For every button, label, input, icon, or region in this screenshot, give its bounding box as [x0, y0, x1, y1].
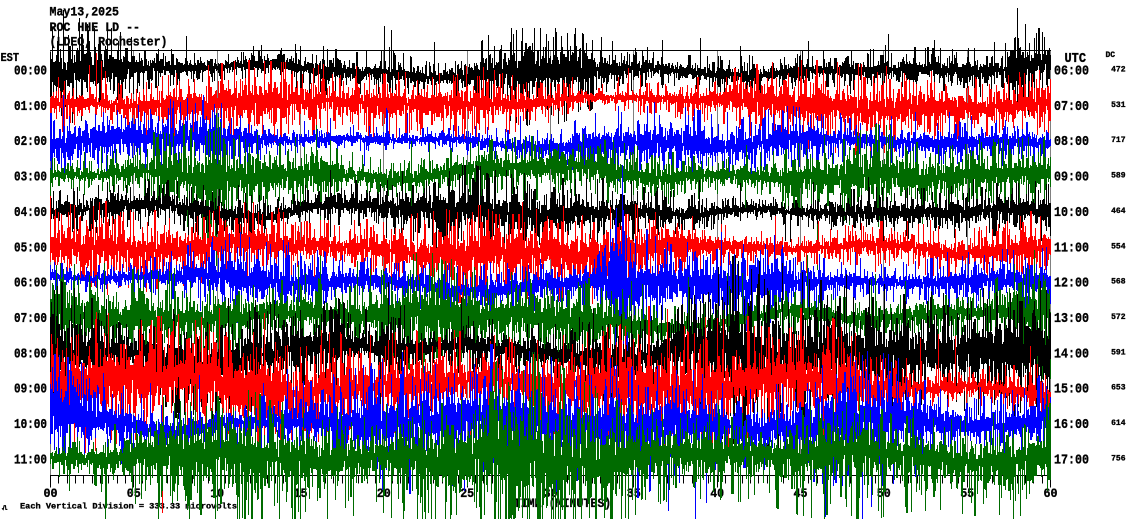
svg-text:17:00: 17:00 — [1054, 453, 1089, 469]
svg-text:09:00: 09:00 — [14, 382, 47, 398]
svg-text:07:00: 07:00 — [14, 311, 47, 327]
svg-text:06:00: 06:00 — [14, 276, 47, 292]
svg-text:55: 55 — [960, 486, 974, 501]
svg-text:Each Vertical Division = 333.3: Each Vertical Division = 333.33 microvol… — [20, 502, 237, 512]
svg-text:13:00: 13:00 — [1054, 311, 1089, 327]
svg-text:568: 568 — [1111, 278, 1126, 287]
svg-text:653: 653 — [1111, 384, 1126, 393]
svg-text:60: 60 — [1044, 486, 1058, 501]
svg-text:DC: DC — [1106, 51, 1116, 60]
svg-text:717: 717 — [1111, 136, 1126, 145]
svg-text:09:00: 09:00 — [1054, 170, 1089, 186]
svg-text:614: 614 — [1111, 419, 1126, 428]
svg-text:572: 572 — [1111, 313, 1126, 322]
svg-text:ROC HHE LD --: ROC HHE LD -- — [50, 21, 141, 35]
svg-text:01:00: 01:00 — [14, 99, 47, 115]
svg-text:06:00: 06:00 — [1054, 64, 1089, 80]
svg-text:14:00: 14:00 — [1054, 346, 1089, 362]
svg-text:472: 472 — [1111, 66, 1126, 75]
svg-text:08:00: 08:00 — [14, 346, 47, 362]
svg-text:04:00: 04:00 — [14, 205, 47, 221]
svg-text:07:00: 07:00 — [1054, 99, 1089, 115]
svg-text:16:00: 16:00 — [1054, 417, 1089, 433]
svg-text:45: 45 — [794, 486, 808, 501]
svg-text:08:00: 08:00 — [1054, 134, 1089, 150]
svg-text:00:00: 00:00 — [14, 64, 47, 80]
svg-text:25: 25 — [460, 486, 474, 501]
svg-text:05: 05 — [127, 486, 141, 501]
svg-text:UTC: UTC — [1065, 52, 1087, 67]
svg-text:11:00: 11:00 — [14, 453, 47, 469]
svg-text:589: 589 — [1111, 172, 1126, 181]
svg-text:May13,2025: May13,2025 — [50, 6, 120, 20]
svg-text:00: 00 — [44, 486, 58, 501]
svg-text:15:00: 15:00 — [1054, 382, 1089, 398]
svg-text:05:00: 05:00 — [14, 240, 47, 256]
svg-text:464: 464 — [1111, 207, 1126, 216]
svg-text:EST: EST — [1, 51, 20, 65]
svg-text:40: 40 — [710, 486, 724, 501]
svg-text:(LDEO, Rochester): (LDEO, Rochester) — [50, 35, 168, 49]
svg-text:02:00: 02:00 — [14, 134, 47, 150]
svg-text:531: 531 — [1111, 101, 1126, 110]
svg-text:554: 554 — [1111, 242, 1126, 251]
svg-text:11:00: 11:00 — [1054, 240, 1089, 256]
svg-text:12:00: 12:00 — [1054, 276, 1089, 292]
svg-text:756: 756 — [1111, 455, 1126, 464]
svg-text:10:00: 10:00 — [1054, 205, 1089, 221]
svg-text:591: 591 — [1111, 348, 1126, 357]
svg-text:03:00: 03:00 — [14, 170, 47, 186]
svg-text:10:00: 10:00 — [14, 417, 47, 433]
